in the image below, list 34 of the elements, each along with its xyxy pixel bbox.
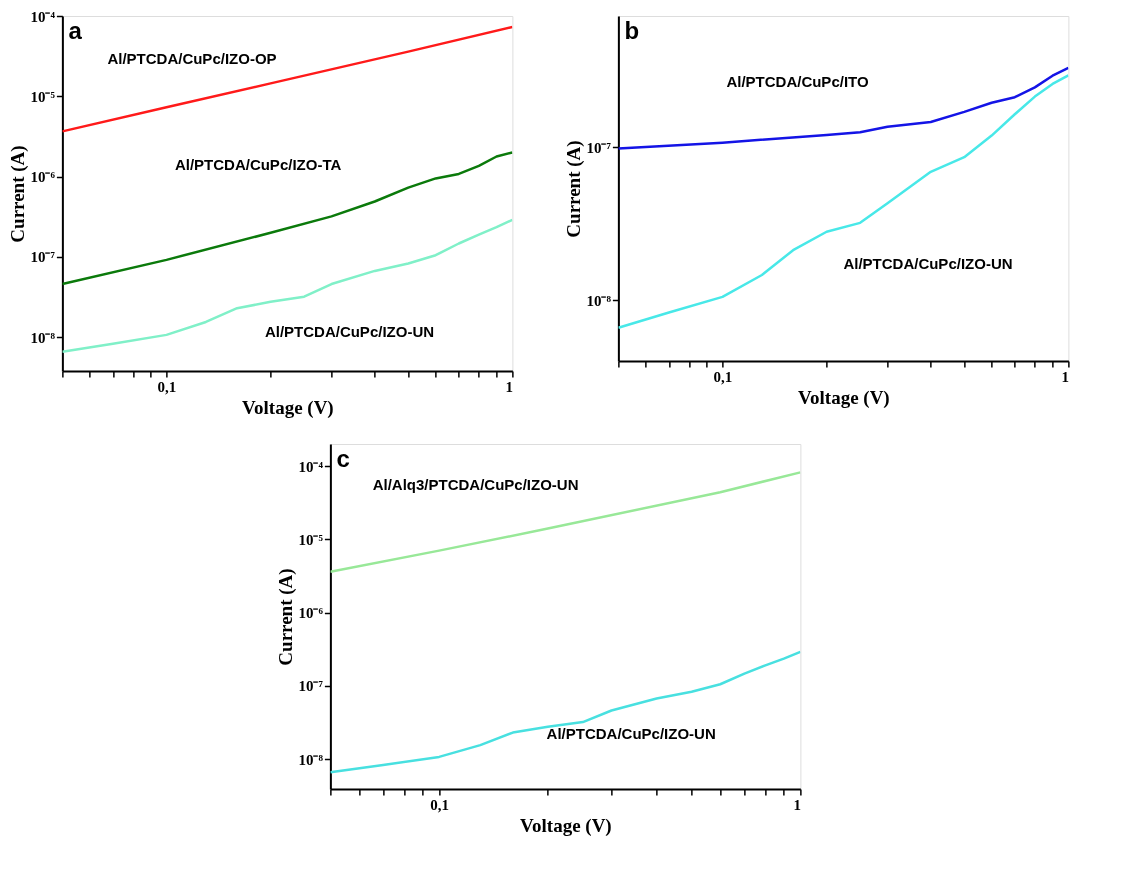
y-axis-title: Current (A) (7, 145, 30, 243)
y-axis-title: Current (A) (563, 140, 586, 238)
series-label: Al/PTCDA/CuPc/IZO-UN (843, 255, 1013, 273)
x-tick-label: 1 (505, 378, 513, 395)
y-axis-title: Current (A) (275, 568, 298, 666)
x-axis-title: Voltage (V) (520, 814, 612, 837)
y-tick-label: 10⁻⁸ (586, 292, 612, 309)
y-tick-label: 10⁻⁴ (298, 458, 324, 475)
y-tick-label: 10⁻⁶ (30, 169, 56, 186)
text: Al/PTCDA/CuPc/ITO (726, 72, 869, 90)
x-tick-label: 0,1 (430, 796, 449, 813)
series-label: Al/PTCDA/CuPc/IZO-UN (546, 724, 716, 742)
series-label: Al/PTCDA/CuPc/IZO-OP (107, 49, 277, 67)
y-tick-label: 10⁻⁴ (30, 8, 56, 25)
x-axis-title: Voltage (V) (798, 386, 890, 409)
y-tick-label: 10⁻⁶ (298, 605, 324, 622)
y-tick-label: 10⁻⁷ (298, 678, 324, 695)
x-tick-label: 0,1 (713, 368, 733, 385)
x-tick-label: 0,1 (157, 378, 177, 395)
text: Al/PTCDA/CuPc/IZO-TA (174, 156, 342, 174)
y-tick-label: 10⁻⁸ (30, 329, 56, 346)
x-tick-label: 1 (1061, 368, 1069, 385)
chart-title: a (68, 17, 83, 44)
y-tick-label: 10⁻⁵ (298, 531, 324, 548)
x-axis-title: Voltage (V) (242, 396, 334, 419)
y-tick-label: 10⁻⁷ (30, 249, 56, 266)
series-label: Al/PTCDA/CuPc/IZO-UN (264, 322, 435, 340)
series-label: Al/Alq3/PTCDA/CuPc/IZO-UN (372, 476, 579, 494)
chart-title: b (624, 17, 640, 44)
chart-title: c (336, 445, 350, 472)
y-tick-label: 10⁻⁸ (298, 751, 324, 768)
x-tick-label: 1 (793, 796, 801, 813)
y-tick-label: 10⁻⁷ (586, 139, 612, 156)
y-tick-label: 10⁻⁵ (30, 88, 56, 105)
